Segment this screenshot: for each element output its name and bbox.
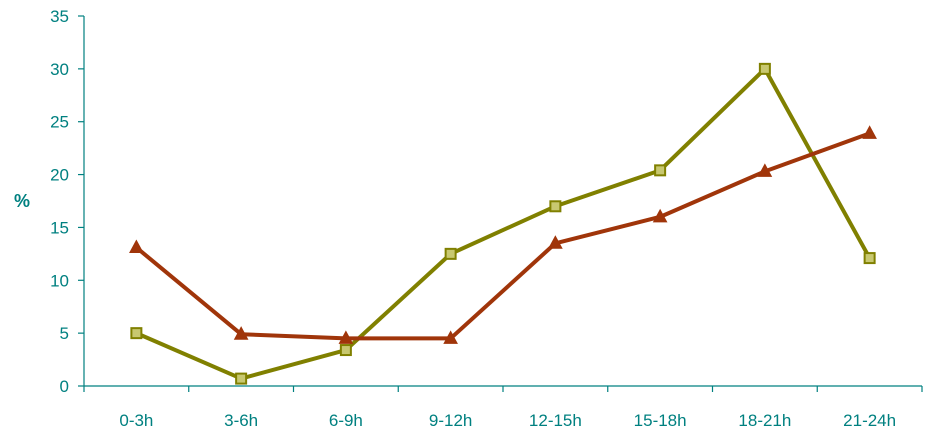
data-point-marker [863, 126, 876, 138]
axes [78, 16, 922, 392]
x-tick-label: 21-24h [843, 411, 896, 430]
y-tick-label: 35 [50, 7, 69, 26]
x-tick-label: 12-15h [529, 411, 582, 430]
x-tick-label: 3-6h [224, 411, 258, 430]
series-line [136, 69, 869, 379]
x-tick-label: 6-9h [329, 411, 363, 430]
x-tick-label: 18-21h [738, 411, 791, 430]
data-point-marker [655, 165, 665, 175]
data-point-marker [130, 241, 143, 253]
series-group [130, 64, 876, 384]
data-point-marker [341, 345, 351, 355]
y-tick-label: 15 [50, 218, 69, 237]
series-line [136, 133, 869, 338]
y-axis-title: % [14, 191, 30, 211]
data-point-marker [865, 253, 875, 263]
y-tick-label: 25 [50, 113, 69, 132]
y-tick-label: 10 [50, 271, 69, 290]
data-point-marker [236, 374, 246, 384]
data-point-marker [131, 328, 141, 338]
x-tick-label: 9-12h [429, 411, 472, 430]
y-tick-labels: 0 5 10 15 20 25 30 35 [50, 7, 69, 396]
series-2 [130, 126, 876, 343]
y-tick-label: 0 [60, 377, 69, 396]
x-tick-label: 0-3h [119, 411, 153, 430]
data-point-marker [446, 249, 456, 259]
x-tick-label: 15-18h [634, 411, 687, 430]
data-point-marker [760, 64, 770, 74]
y-tick-label: 30 [50, 60, 69, 79]
y-tick-label: 5 [60, 324, 69, 343]
x-tick-labels: 0-3h 3-6h 6-9h 9-12h 12-15h 15-18h 18-21h 21-24… [119, 411, 896, 430]
y-tick-label: 20 [50, 166, 69, 185]
data-point-marker [550, 201, 560, 211]
